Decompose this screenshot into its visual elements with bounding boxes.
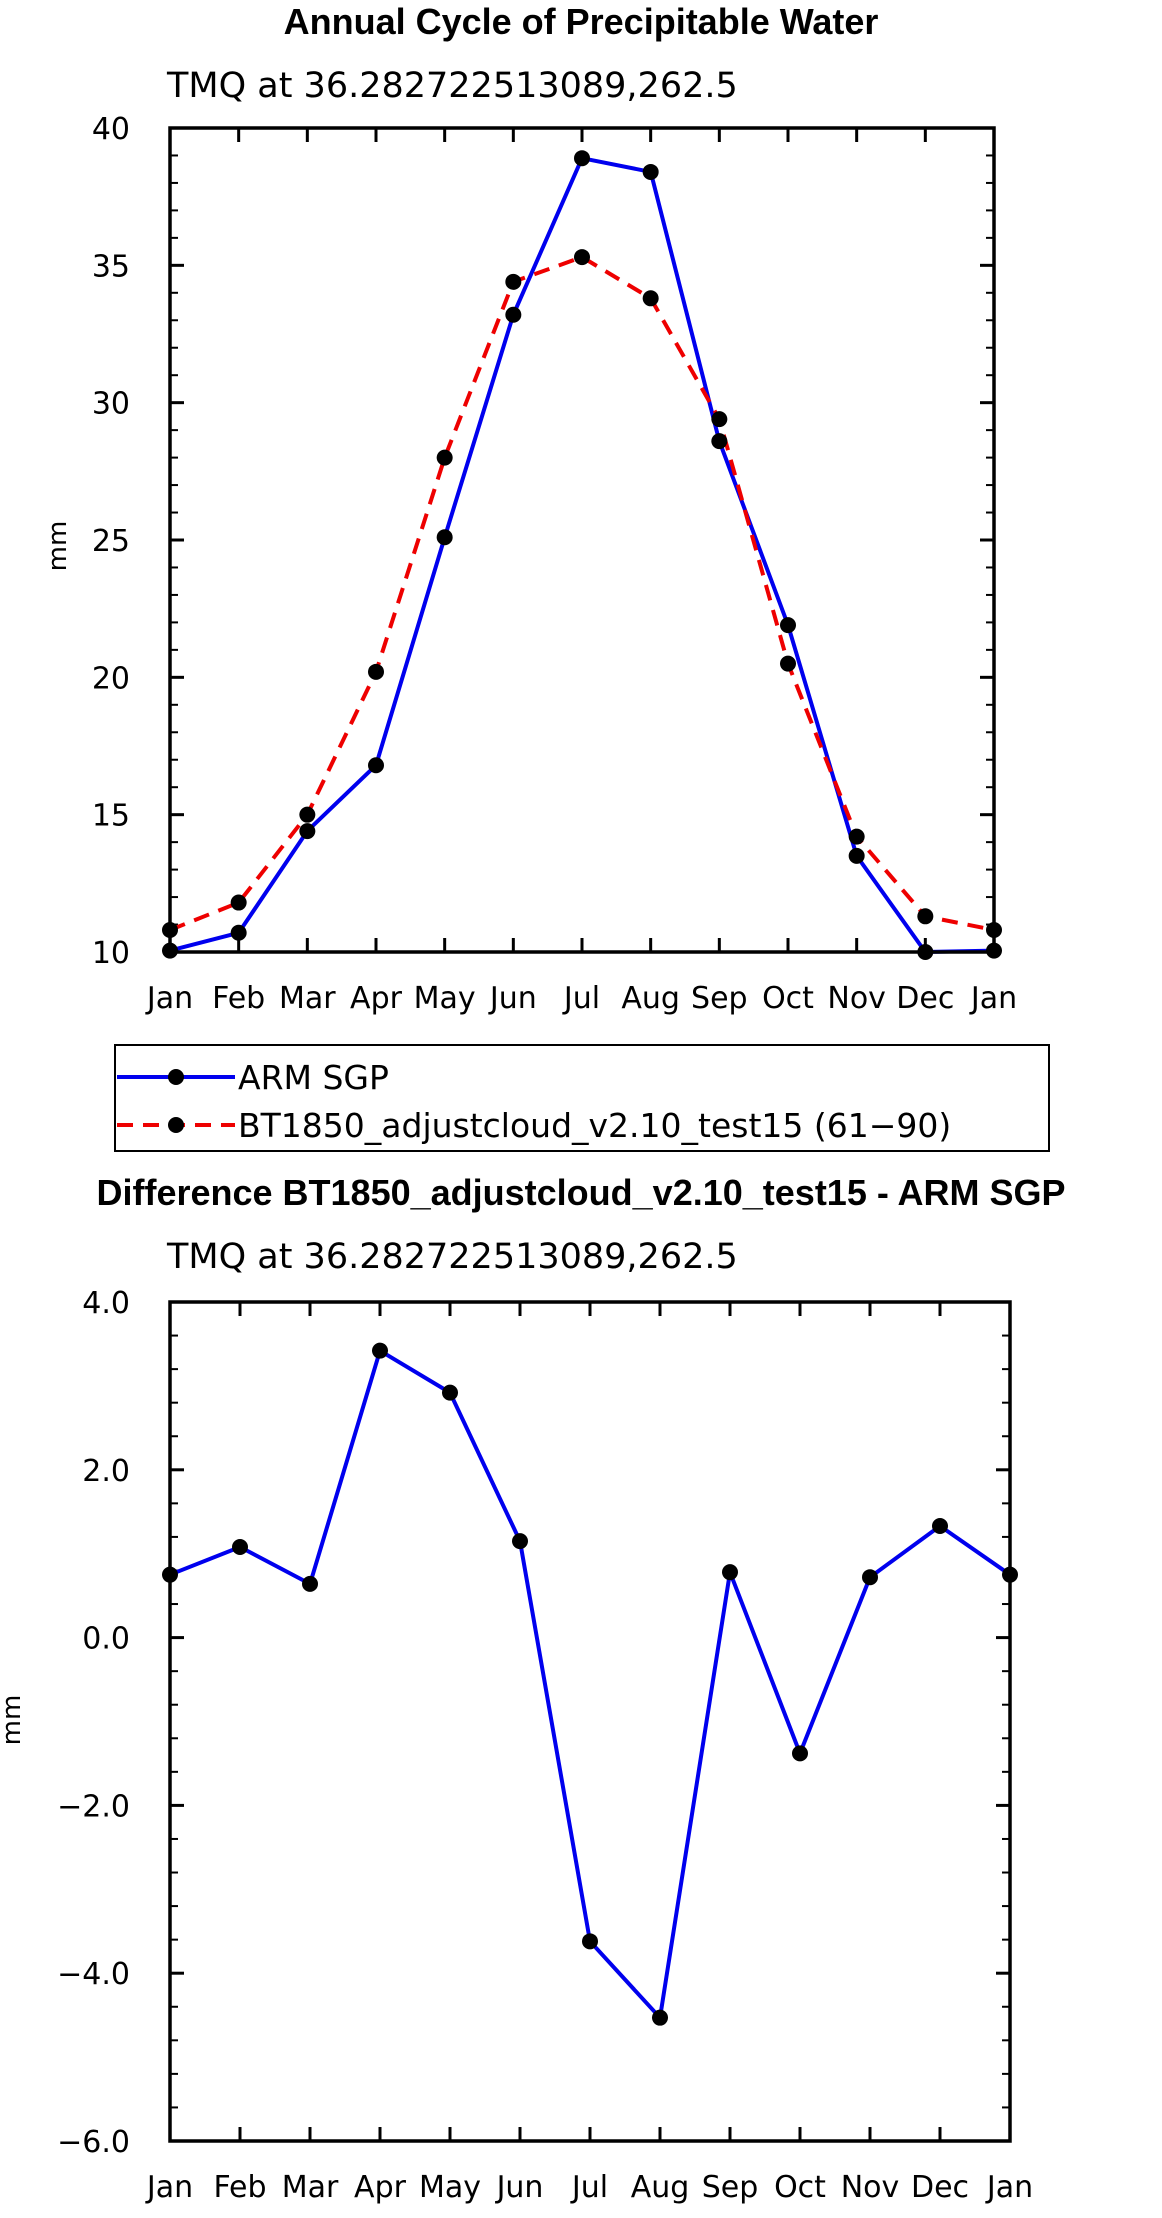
x-tick-label: Oct xyxy=(762,981,814,1016)
y-tick-label: 35 xyxy=(92,249,130,284)
x-tick-label: Mar xyxy=(279,981,336,1016)
x-tick-label: Nov xyxy=(841,2170,900,2205)
legend-box xyxy=(114,1044,1050,1152)
data-point-s0-1 xyxy=(232,1538,248,1555)
x-tick-label: Mar xyxy=(282,2170,339,2205)
legend-label-arm-sgp: ARM SGP xyxy=(238,1058,389,1097)
y-axis-label: mm xyxy=(43,521,73,572)
data-point-s1-3 xyxy=(368,663,384,680)
x-tick-label: Aug xyxy=(621,981,680,1016)
data-point-s0-9 xyxy=(792,1745,808,1762)
data-point-s0-6 xyxy=(574,150,590,167)
y-tick-label: 20 xyxy=(92,661,130,696)
x-tick-label: Jun xyxy=(495,2170,544,2205)
annual-cycle-chart: Annual Cycle of Precipitable Water TMQ a… xyxy=(43,1,1017,1016)
x-tick-label: Jan xyxy=(985,2170,1033,2205)
data-point-s0-5 xyxy=(512,1533,528,1550)
axis-ticks xyxy=(168,1300,1012,2143)
series-layer xyxy=(162,1342,1018,2026)
chart-subtitle: TMQ at 36.282722513089,262.5 xyxy=(166,66,738,106)
x-tick-label: Jan xyxy=(145,981,193,1016)
legend-label-model: BT1850_adjustcloud_v2.10_test15 (61−90) xyxy=(238,1106,951,1145)
data-point-s0-7 xyxy=(652,2009,668,2026)
data-point-s0-4 xyxy=(442,1384,458,1401)
legend-marker-model xyxy=(168,1117,184,1133)
data-point-s0-7 xyxy=(642,163,659,180)
data-point-s0-2 xyxy=(299,823,316,840)
data-point-s0-3 xyxy=(372,1342,388,1359)
tick-labels: Jan Feb Mar Apr May Jun Jul Aug Sep Oct Nov Dec Jan 1… xyxy=(92,112,1017,1016)
chart-title: Difference BT1850_adjustcloud_v2.10_test… xyxy=(96,1172,1065,1213)
legend: ARM SGP BT1850_adjustcloud_v2.10_test15 … xyxy=(114,1044,1050,1152)
data-point-s0-6 xyxy=(582,1933,598,1950)
y-tick-label: 0.0 xyxy=(82,1622,130,1657)
y-tick-label: −6.0 xyxy=(57,2125,130,2160)
data-point-s1-11 xyxy=(917,908,934,925)
y-tick-label: 2.0 xyxy=(82,1454,130,1489)
y-tick-label: 4.0 xyxy=(82,1286,130,1321)
tick-labels: Jan Feb Mar Apr May Jun Jul Aug Sep Oct Nov Dec Jan−… xyxy=(57,1286,1033,2205)
x-tick-label: Jan xyxy=(969,981,1017,1016)
data-point-s1-8 xyxy=(711,411,728,428)
chart-subtitle: TMQ at 36.282722513089,262.5 xyxy=(166,1237,738,1277)
x-tick-label: Aug xyxy=(631,2170,690,2205)
x-tick-label: Jan xyxy=(145,2170,193,2205)
plot-frame xyxy=(168,126,996,954)
y-tick-label: −2.0 xyxy=(57,1789,130,1824)
series-line-0 xyxy=(169,1348,1012,2020)
x-tick-label: Nov xyxy=(827,981,886,1016)
legend-marker-arm-sgp xyxy=(168,1069,184,1085)
data-point-s0-4 xyxy=(436,529,453,546)
x-tick-label: Jul xyxy=(562,981,600,1016)
data-point-s0-9 xyxy=(780,617,796,634)
data-point-s1-7 xyxy=(642,290,659,307)
data-point-s1-5 xyxy=(505,273,522,290)
x-tick-label: Dec xyxy=(896,981,954,1016)
y-tick-label: −4.0 xyxy=(57,1957,130,1992)
data-point-s1-10 xyxy=(848,828,865,845)
x-tick-label: Feb xyxy=(213,2170,266,2205)
x-tick-label: Jun xyxy=(488,981,537,1016)
data-point-s0-10 xyxy=(862,1569,878,1586)
data-point-s1-1 xyxy=(230,894,247,911)
data-point-s0-8 xyxy=(711,433,728,450)
y-axis-label: mm xyxy=(0,1695,27,1746)
data-point-s1-2 xyxy=(299,806,316,823)
difference-chart: Difference BT1850_adjustcloud_v2.10_test… xyxy=(0,1172,1066,2205)
x-tick-label: Sep xyxy=(691,981,748,1016)
x-tick-label: Sep xyxy=(702,2170,759,2205)
x-tick-label: Apr xyxy=(350,981,403,1016)
data-point-s1-6 xyxy=(574,249,590,266)
y-tick-label: 40 xyxy=(92,112,130,147)
data-point-s0-11 xyxy=(932,1518,948,1535)
x-tick-label: Oct xyxy=(774,2170,826,2205)
y-tick-label: 10 xyxy=(92,936,130,971)
chart-title: Annual Cycle of Precipitable Water xyxy=(284,1,879,42)
x-tick-label: Jul xyxy=(570,2170,608,2205)
data-point-s0-2 xyxy=(302,1575,318,1592)
x-tick-label: May xyxy=(414,981,476,1016)
data-point-s1-9 xyxy=(780,655,796,672)
y-tick-label: 30 xyxy=(92,387,130,422)
series-layer xyxy=(162,150,1002,960)
data-point-s0-8 xyxy=(722,1564,738,1581)
series-line-1 xyxy=(169,255,995,932)
data-point-s0-3 xyxy=(368,757,384,774)
data-point-s1-4 xyxy=(436,449,453,466)
x-tick-label: Feb xyxy=(212,981,265,1016)
x-tick-label: May xyxy=(419,2170,481,2205)
x-tick-label: Dec xyxy=(911,2170,969,2205)
plot-frame xyxy=(168,1300,1012,2143)
data-point-s0-5 xyxy=(505,306,522,323)
y-tick-label: 25 xyxy=(92,524,130,559)
y-tick-label: 15 xyxy=(92,799,130,834)
data-point-s0-1 xyxy=(230,924,247,941)
x-tick-label: Apr xyxy=(354,2170,407,2205)
axis-ticks xyxy=(168,126,996,954)
data-point-s0-10 xyxy=(848,847,865,864)
